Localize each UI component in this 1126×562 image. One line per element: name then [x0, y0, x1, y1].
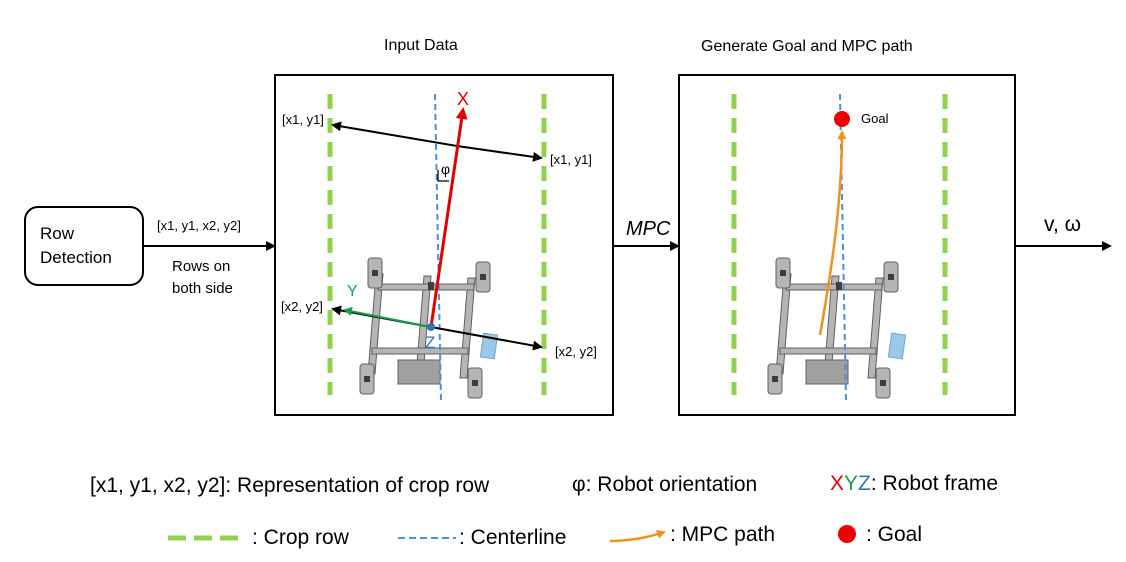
- robot-origin: [427, 323, 435, 331]
- legend-goal-swatch: [838, 525, 856, 543]
- top-right-arrow: [456, 145, 543, 162]
- robot-x-axis: [429, 107, 468, 328]
- phi-label: φ: [441, 161, 451, 177]
- row-detection-box: Row Detection: [24, 206, 144, 286]
- row-detection-line2: Detection: [40, 248, 112, 267]
- output-label: v, ω: [1044, 213, 1082, 236]
- legend-frame-y: Y: [844, 472, 859, 495]
- legend-mpc-swatch: [609, 530, 666, 543]
- goal-label: Goal: [861, 111, 889, 126]
- legend-centerline: : Centerline: [459, 526, 567, 549]
- axis-z-label: Z: [425, 333, 436, 352]
- goal-mpc-panel: [678, 74, 1016, 416]
- p1-right-label: [x1, y1]: [550, 152, 592, 167]
- input-data-title: Input Data: [384, 37, 458, 54]
- top-left-arrow: [331, 121, 458, 147]
- goal-panel-drawing: [731, 93, 948, 401]
- legend-frame-x: X: [830, 472, 845, 495]
- axis-x-label: X: [457, 89, 470, 109]
- legend-orientation: φ: Robot orientation: [572, 473, 758, 496]
- legend-goal: : Goal: [866, 523, 923, 546]
- p1-left-label: [x1, y1]: [282, 112, 324, 127]
- rows-label-line1: Rows on: [172, 258, 231, 275]
- legend-mpc-path: : MPC path: [670, 523, 776, 546]
- legend-representation: [x1, y1, x2, y2]: Representation of crop…: [90, 474, 490, 497]
- p2-right-label: [x2, y2]: [555, 344, 597, 359]
- mpc-label: MPC: [626, 218, 671, 240]
- goal-marker: [834, 111, 850, 127]
- legend-frame-text: : Robot frame: [870, 472, 999, 495]
- legend-crop-row: : Crop row: [252, 526, 349, 549]
- input-panel-drawing: [327, 93, 547, 401]
- p2-left-label: [x2, y2]: [281, 299, 323, 314]
- bottom-right-arrow: [430, 326, 543, 351]
- rows-label-line2: both side: [172, 280, 233, 297]
- row-detection-line1: Row: [40, 224, 75, 243]
- robot-y-axis: [343, 306, 432, 328]
- coords-label: [x1, y1, x2, y2]: [157, 218, 241, 233]
- input-data-panel: [274, 74, 614, 416]
- phi-angle-marker: [437, 170, 449, 182]
- axis-y-label: Y: [347, 283, 358, 300]
- generate-goal-title: Generate Goal and MPC path: [701, 38, 913, 55]
- centerline-input: [434, 93, 442, 401]
- legend-frame-z: Z: [858, 472, 871, 495]
- mpc-path: [818, 130, 847, 336]
- legend-robot-frame: XYZ: Robot frame: [830, 472, 998, 496]
